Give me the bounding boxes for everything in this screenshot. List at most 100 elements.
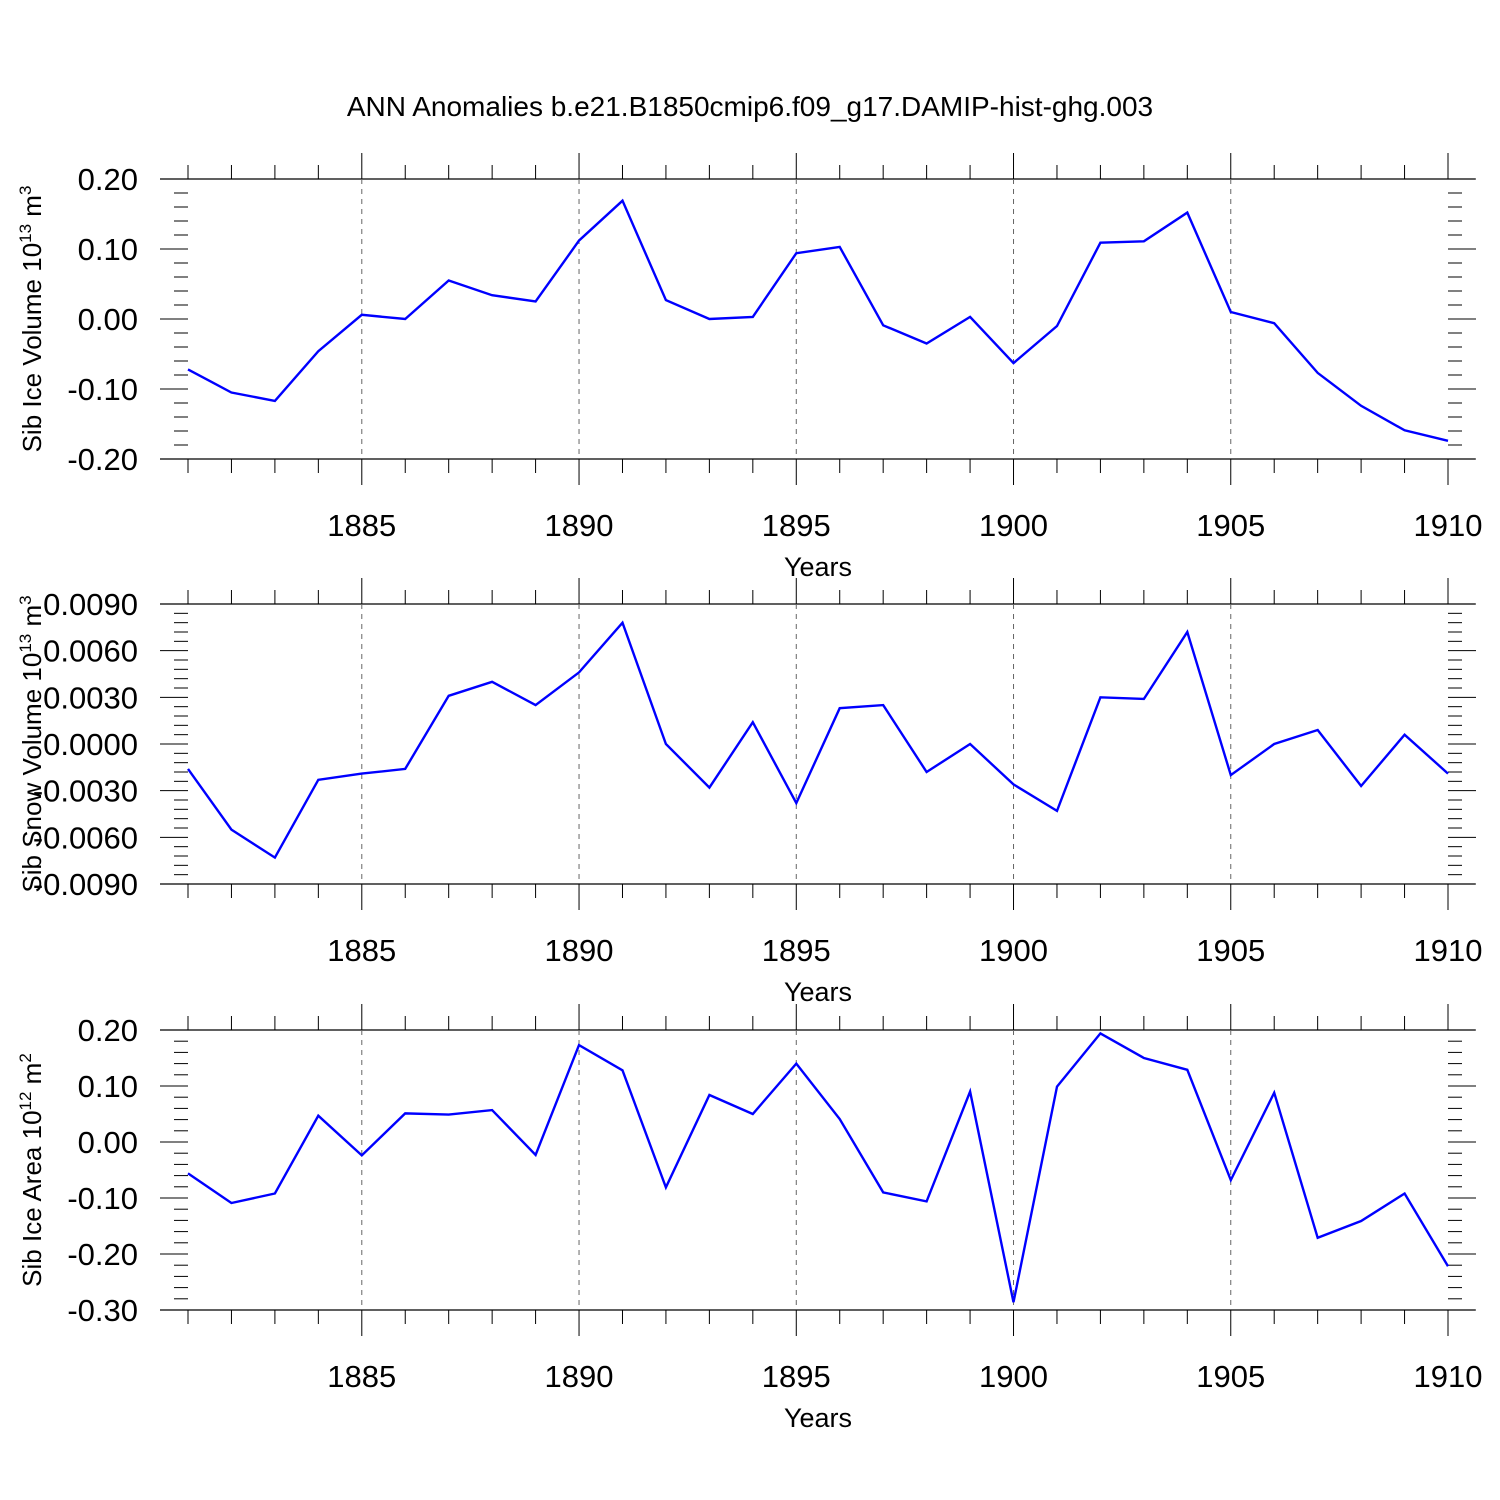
x-tick-label: 1895 (762, 933, 831, 968)
y-tick-label: 0.0030 (43, 680, 138, 715)
data-point (1012, 1300, 1016, 1304)
data-point (1359, 784, 1363, 788)
data-point (794, 1062, 798, 1066)
data-point (794, 801, 798, 805)
y-tick-label: -0.10 (67, 1181, 138, 1216)
y-tick-label: -0.0060 (33, 820, 138, 855)
x-tick-label: 1900 (979, 508, 1048, 543)
data-point (968, 742, 972, 746)
x-tick-label: 1895 (762, 508, 831, 543)
data-point (490, 293, 494, 297)
x-tick-label: 1910 (1414, 1359, 1483, 1394)
data-point (490, 1108, 494, 1112)
data-point (751, 720, 755, 724)
data-point (1403, 428, 1407, 432)
data-point (186, 367, 190, 371)
data-point (316, 349, 320, 353)
data-point (447, 694, 451, 698)
data-point (403, 317, 407, 321)
data-point (968, 1090, 972, 1094)
data-point (1446, 439, 1450, 443)
x-axis-label: Years (784, 977, 852, 1007)
y-tick-label: -0.10 (67, 372, 138, 407)
y-axis-label: Sib Snow Volume 1013 m3 (16, 595, 47, 892)
chart-panel-1: 1885 1890 1895 1900 1905 1910 Years -0.20 -0.10 0… (16, 153, 1482, 582)
y-tick-label: -0.0030 (33, 774, 138, 809)
data-point (490, 680, 494, 684)
data-point (1272, 321, 1276, 325)
x-tick-label: 1910 (1414, 933, 1483, 968)
y-axis-label: Sib Ice Area 1012 m2 (16, 1053, 47, 1287)
x-tick-label: 1885 (327, 933, 396, 968)
y-tick-label: 0.10 (78, 232, 138, 267)
data-point (186, 767, 190, 771)
data-point (620, 199, 624, 203)
data-point (1272, 742, 1276, 746)
data-series-line (187, 198, 1449, 442)
data-point (1229, 1178, 1233, 1182)
data-point (925, 1199, 929, 1203)
data-point (1272, 1091, 1276, 1095)
x-axis-label: Years (784, 1403, 852, 1433)
data-point (1098, 695, 1102, 699)
data-point (1012, 361, 1016, 365)
data-point (534, 703, 538, 707)
data-point (577, 239, 581, 243)
data-point (838, 1117, 842, 1121)
data-point (360, 1153, 364, 1157)
x-tick-label: 1910 (1414, 508, 1483, 543)
x-tick-label: 1885 (327, 508, 396, 543)
data-point (794, 251, 798, 255)
data-point (273, 856, 277, 860)
data-point (534, 1153, 538, 1157)
data-point (881, 323, 885, 327)
x-tick-label: 1905 (1196, 933, 1265, 968)
y-tick-label: 0.00 (78, 302, 138, 337)
y-tick-label: 0.00 (78, 1125, 138, 1160)
chart-panel-3: 1885 1890 1895 1900 1905 1910 Years -0.30 -0.20 -… (16, 1004, 1482, 1433)
x-tick-label: 1905 (1196, 508, 1265, 543)
data-point (925, 770, 929, 774)
x-tick-label: 1890 (545, 1359, 614, 1394)
data-point (360, 772, 364, 776)
data-point (707, 786, 711, 790)
data-point (881, 1190, 885, 1194)
x-tick-label: 1900 (979, 1359, 1048, 1394)
data-point (1403, 733, 1407, 737)
data-point (447, 1113, 451, 1117)
data-point (1185, 211, 1189, 215)
data-point (925, 342, 929, 346)
data-point (1012, 782, 1016, 786)
data-point (577, 1043, 581, 1047)
y-tick-label: 0.20 (78, 1013, 138, 1048)
y-tick-label: 0.10 (78, 1069, 138, 1104)
data-point (1055, 324, 1059, 328)
x-tick-label: 1905 (1196, 1359, 1265, 1394)
x-axis-label: Years (784, 552, 852, 582)
y-tick-label: 0.20 (78, 162, 138, 197)
data-point (1316, 728, 1320, 732)
data-point (403, 767, 407, 771)
data-point (1403, 1192, 1407, 1196)
x-tick-label: 1895 (762, 1359, 831, 1394)
data-point (316, 778, 320, 782)
data-point (881, 703, 885, 707)
y-tick-label: -0.0090 (33, 867, 138, 902)
data-point (316, 1114, 320, 1118)
data-point (273, 1192, 277, 1196)
data-point (186, 1171, 190, 1175)
data-point (229, 828, 233, 832)
data-point (577, 670, 581, 674)
data-point (1098, 241, 1102, 245)
figure-title: ANN Anomalies b.e21.B1850cmip6.f09_g17.D… (347, 91, 1153, 122)
data-point (838, 706, 842, 710)
y-tick-label: 0.0000 (43, 727, 138, 762)
data-point (403, 1111, 407, 1115)
data-point (1359, 404, 1363, 408)
data-point (360, 313, 364, 317)
chart-panel-2: 1885 1890 1895 1900 1905 1910 Years -0.0090 -0.0… (16, 578, 1482, 1007)
data-point (1229, 773, 1233, 777)
data-point (447, 279, 451, 283)
data-point (1446, 772, 1450, 776)
